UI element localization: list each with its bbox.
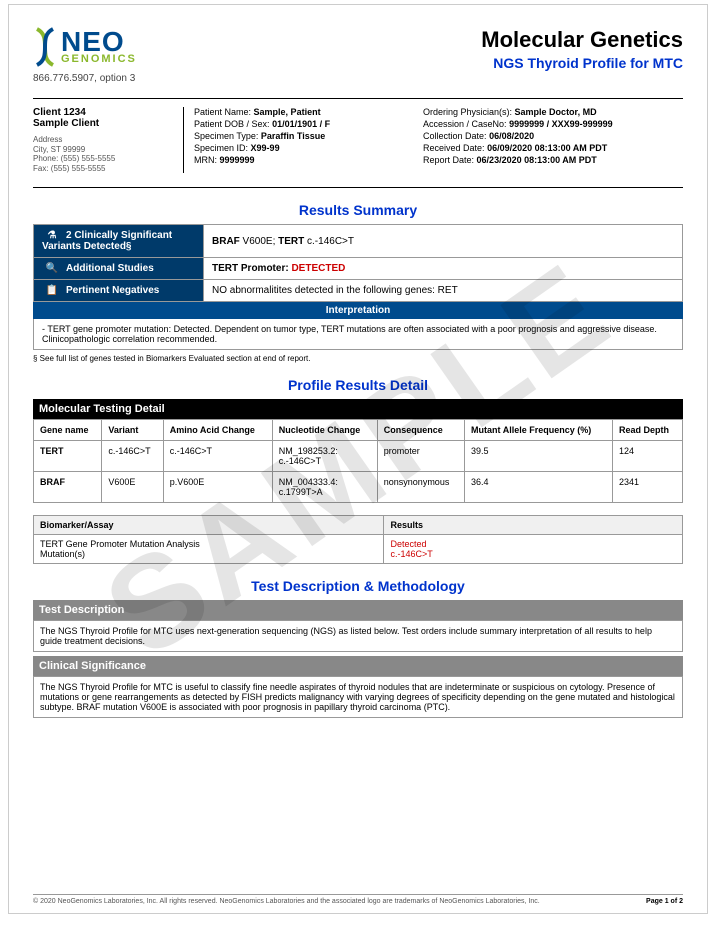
biomarker-table: Biomarker/Assay Results TERT Gene Promot… [33,515,683,564]
table-cell: promoter [377,441,464,472]
test-description-body: The NGS Thyroid Profile for MTC uses nex… [33,620,683,652]
detail-col-header: Read Depth [612,420,682,441]
section-title-profile: Profile Results Detail [33,377,683,393]
table-cell: c.-146C>T [163,441,272,472]
summary-row-label: 🔍Additional Studies [34,258,204,280]
summary-table: ⚗2 Clinically Significant Variants Detec… [33,224,683,302]
footnote: § See full list of genes tested in Bioma… [33,354,683,363]
summary-row-value: TERT Promoter: DETECTED [204,258,683,280]
table-cell: NM_004333.4: c.1799T>A [272,472,377,503]
interpretation-body: - TERT gene promoter mutation: Detected.… [33,319,683,350]
divider [33,187,683,188]
client-info: Client 1234 Sample Client Address City, … [33,107,183,173]
molecular-detail-table: Gene nameVariantAmino Acid ChangeNucleot… [33,419,683,503]
report-header: NEO GENOMICS 866.776.5907, option 3 Mole… [33,27,683,84]
biomarker-assay: TERT Gene Promoter Mutation Analysis Mut… [34,535,384,564]
table-cell: p.V600E [163,472,272,503]
dna-icon: ⚗ [42,230,62,241]
table-cell: nonsynonymous [377,472,464,503]
document-icon: 📋 [42,285,62,296]
logo: NEO GENOMICS [33,27,137,67]
summary-row-value: NO abnormalitites detected in the follow… [204,280,683,302]
client-address: Address City, ST 99999 Phone: (555) 555-… [33,135,175,173]
copyright: © 2020 NeoGenomics Laboratories, Inc. Al… [33,898,540,905]
client-name: Sample Client [33,118,175,129]
summary-row-label: 📋Pertinent Negatives [34,280,204,302]
page-number: Page 1 of 2 [646,898,683,905]
detail-col-header: Nucleotide Change [272,420,377,441]
table-cell: 39.5 [465,441,613,472]
test-description-header: Test Description [33,600,683,620]
title-block: Molecular Genetics NGS Thyroid Profile f… [481,27,683,71]
section-title-results: Results Summary [33,202,683,218]
table-cell: 2341 [612,472,682,503]
table-cell: BRAF [34,472,102,503]
summary-row-label: ⚗2 Clinically Significant Variants Detec… [34,225,204,258]
detail-col-header: Variant [102,420,163,441]
table-cell: V600E [102,472,163,503]
detail-col-header: Mutant Allele Frequency (%) [465,420,613,441]
detail-col-header: Gene name [34,420,102,441]
logo-icon [33,27,57,67]
clinical-significance-header: Clinical Significance [33,656,683,676]
page-footer: © 2020 NeoGenomics Laboratories, Inc. Al… [33,894,683,905]
logo-text: NEO [61,29,137,54]
table-cell: 36.4 [465,472,613,503]
info-row: Client 1234 Sample Client Address City, … [33,107,683,173]
logo-block: NEO GENOMICS 866.776.5907, option 3 [33,27,137,84]
table-cell: c.-146C>T [102,441,163,472]
detail-col-header: Consequence [377,420,464,441]
table-row: BRAFV600Ep.V600ENM_004333.4: c.1799T>Ano… [34,472,683,503]
client-id: Client 1234 [33,107,175,118]
table-cell: NM_198253.2: c.-146C>T [272,441,377,472]
divider [33,98,683,99]
magnifier-icon: 🔍 [42,263,62,274]
table-cell: 124 [612,441,682,472]
biomarker-col-header: Results [384,516,683,535]
clinical-significance-body: The NGS Thyroid Profile for MTC is usefu… [33,676,683,718]
section-title-testdesc: Test Description & Methodology [33,578,683,594]
ordering-info: Ordering Physician(s): Sample Doctor, MD… [413,107,683,173]
phone-number: 866.776.5907, option 3 [33,73,137,84]
summary-row-value: BRAF V600E; TERT c.-146C>T [204,225,683,258]
logo-subtext: GENOMICS [61,53,137,65]
detail-col-header: Amino Acid Change [163,420,272,441]
molecular-detail-header: Molecular Testing Detail [33,399,683,419]
biomarker-result: Detectedc.-146C>T [384,535,683,564]
patient-info: Patient Name: Sample, Patient Patient DO… [183,107,413,173]
table-row: TERTc.-146C>Tc.-146C>TNM_198253.2: c.-14… [34,441,683,472]
interpretation-header: Interpretation [33,302,683,319]
biomarker-col-header: Biomarker/Assay [34,516,384,535]
table-cell: TERT [34,441,102,472]
report-title: Molecular Genetics [481,27,683,53]
report-page: SAMPLE NEO GENOMICS 866.776.5907, option… [8,4,708,914]
report-subtitle: NGS Thyroid Profile for MTC [481,55,683,71]
